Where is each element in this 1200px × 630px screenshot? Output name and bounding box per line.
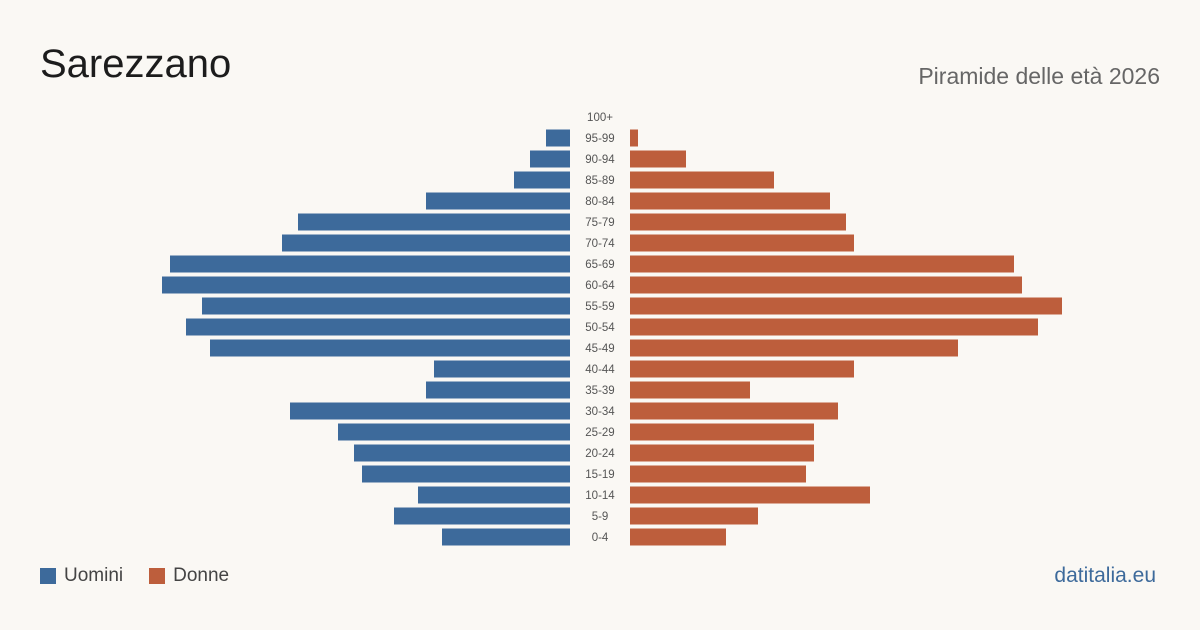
bar-women-20-24 (630, 444, 814, 462)
bar-men-90-94 (530, 150, 570, 168)
age-label-0-4: 0-4 (592, 532, 609, 544)
bar-women-85-89 (630, 171, 774, 189)
bar-women-55-59 (630, 297, 1062, 315)
bar-men-30-34 (290, 402, 570, 420)
bar-men-15-19 (362, 465, 570, 483)
bar-women-60-64 (630, 276, 1022, 294)
legend-item-women: Donne (149, 565, 229, 587)
age-label-30-34: 30-34 (585, 406, 615, 418)
age-label-60-64: 60-64 (585, 280, 615, 292)
age-label-10-14: 10-14 (585, 490, 615, 502)
bar-women-15-19 (630, 465, 806, 483)
bar-men-35-39 (426, 381, 570, 399)
age-label-85-89: 85-89 (585, 175, 614, 187)
bar-men-20-24 (354, 444, 570, 462)
bar-women-90-94 (630, 150, 686, 168)
age-label-65-69: 65-69 (585, 259, 614, 271)
age-label-50-54: 50-54 (585, 322, 615, 334)
bar-men-80-84 (426, 192, 570, 210)
bar-women-25-29 (630, 423, 814, 441)
bar-women-95-99 (630, 129, 638, 147)
age-label-25-29: 25-29 (585, 427, 614, 439)
bar-women-10-14 (630, 486, 870, 504)
page-title: Sarezzano (40, 42, 232, 86)
age-label-55-59: 55-59 (585, 301, 614, 313)
bar-women-35-39 (630, 381, 750, 399)
bar-women-45-49 (630, 339, 958, 357)
bar-men-55-59 (202, 297, 570, 315)
bar-women-80-84 (630, 192, 830, 210)
age-label-20-24: 20-24 (585, 448, 615, 460)
bar-men-70-74 (282, 234, 570, 252)
legend-item-men: Uomini (40, 565, 123, 587)
age-label-70-74: 70-74 (585, 238, 615, 250)
age-label-15-19: 15-19 (585, 469, 614, 481)
bar-women-30-34 (630, 402, 838, 420)
bar-women-50-54 (630, 318, 1038, 336)
age-label-95-99: 95-99 (585, 133, 614, 145)
bar-women-75-79 (630, 213, 846, 231)
age-label-75-79: 75-79 (585, 217, 614, 229)
bar-women-0-4 (630, 528, 726, 546)
population-pyramid-chart: 100+ 95-99 90-94 85-89 80-84 75-79 70-74 65-69 6… (162, 112, 1062, 546)
bar-men-60-64 (162, 276, 570, 294)
bar-women-40-44 (630, 360, 854, 378)
bar-women-70-74 (630, 234, 854, 252)
age-label-5-9: 5-9 (592, 511, 609, 523)
chart-subtitle: Piramide delle età 2026 (918, 63, 1160, 89)
age-label-40-44: 40-44 (585, 364, 615, 376)
bar-men-0-4 (442, 528, 570, 546)
legend: Uomini Donne (40, 565, 255, 587)
bar-men-25-29 (338, 423, 570, 441)
age-label-35-39: 35-39 (585, 385, 614, 397)
source-link[interactable]: datitalia.eu (1054, 564, 1156, 587)
legend-label-women: Donne (173, 565, 230, 586)
bar-men-5-9 (394, 507, 570, 525)
bar-men-95-99 (546, 129, 570, 147)
age-label-45-49: 45-49 (585, 343, 614, 355)
bar-women-5-9 (630, 507, 758, 525)
legend-swatch-men (40, 568, 56, 584)
age-label-80-84: 80-84 (585, 196, 615, 208)
bar-men-40-44 (434, 360, 570, 378)
bar-men-50-54 (186, 318, 570, 336)
legend-swatch-women (149, 568, 166, 584)
age-label-90-94: 90-94 (585, 154, 615, 166)
bar-women-65-69 (630, 255, 1014, 273)
bar-men-75-79 (298, 213, 570, 231)
bar-men-85-89 (514, 171, 570, 189)
bar-men-10-14 (418, 486, 570, 504)
age-label-100plus: 100+ (587, 112, 613, 124)
bar-men-45-49 (210, 339, 570, 357)
bar-men-65-69 (170, 255, 570, 273)
legend-label-men: Uomini (64, 565, 124, 586)
